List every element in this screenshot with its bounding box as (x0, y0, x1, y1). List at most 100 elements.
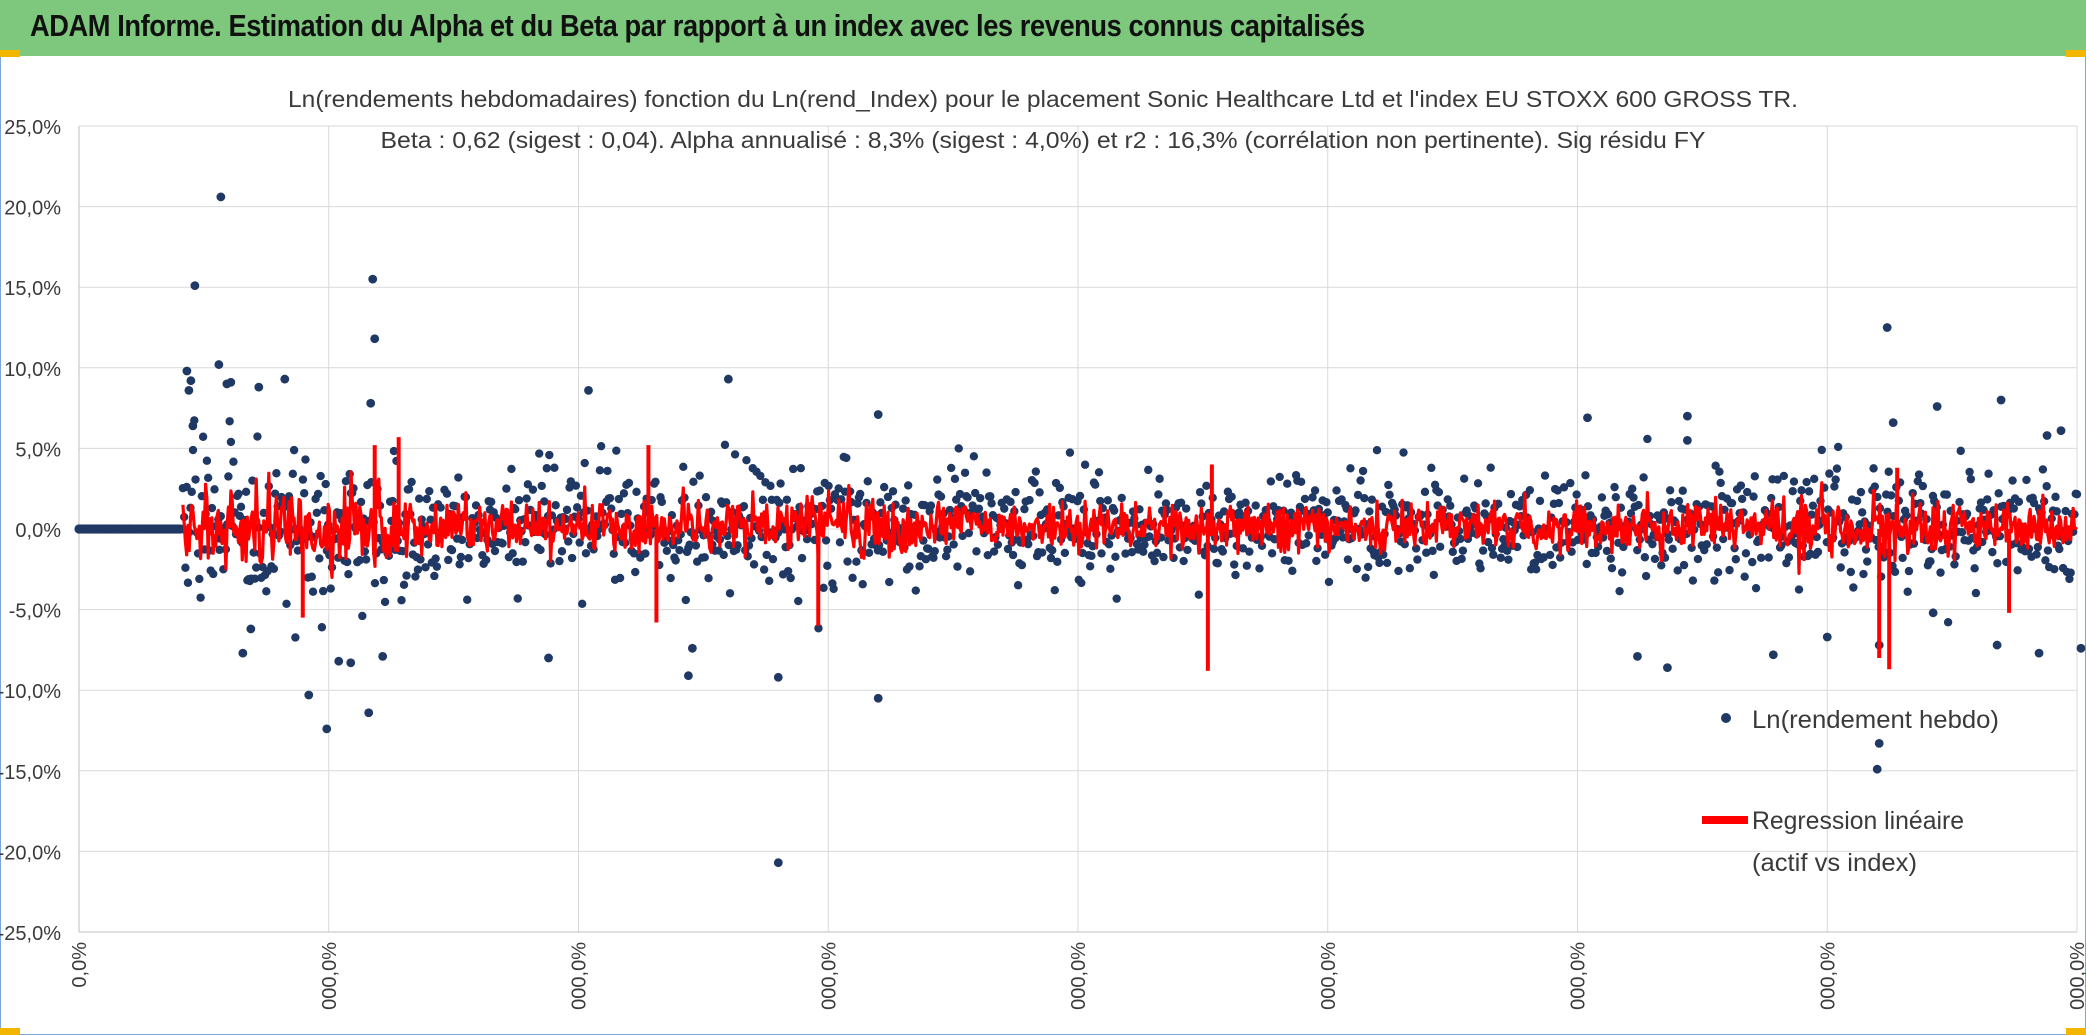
scatter-point (1323, 508, 1332, 517)
scatter-point (1000, 504, 1009, 513)
scatter-point (1663, 663, 1672, 673)
scatter-point (1219, 507, 1229, 516)
scatter-point (605, 493, 615, 503)
scatter-point (1112, 594, 1121, 603)
scatter-point (413, 565, 423, 574)
scatter-point (188, 421, 198, 431)
scatter-point (974, 504, 984, 513)
scatter-point (444, 555, 453, 565)
scatter-point (291, 633, 300, 642)
scatter-point (1065, 448, 1075, 457)
scatter-point (657, 497, 666, 507)
scatter-point (254, 382, 264, 392)
scatter-point (1499, 534, 1508, 544)
scatter-point (1048, 546, 1057, 555)
chart-subtitle: Beta : 0,62 (sigest : 0,04). Alpha annua… (381, 127, 1706, 153)
scatter-point (1943, 618, 1953, 627)
scatter-point (215, 545, 224, 555)
scatter-point (366, 398, 376, 408)
scatter-point (238, 648, 248, 658)
scatter-point (632, 487, 641, 497)
scatter-point (229, 457, 238, 466)
scatter-point (723, 374, 733, 384)
scatter-point (502, 484, 511, 493)
scatter-point (855, 489, 865, 499)
scatter-point (651, 477, 660, 486)
scatter-point (1553, 486, 1562, 495)
scatter-point (824, 481, 833, 491)
scatter-point (749, 560, 759, 569)
scatter-point (346, 658, 356, 668)
scatter-point (1103, 496, 1113, 505)
scatter-point (1693, 554, 1703, 564)
scatter-point (315, 554, 324, 563)
scatter-point (878, 547, 888, 556)
scatter-point (885, 577, 894, 587)
scatter-point (1611, 492, 1620, 502)
scatter-point (1788, 487, 1797, 496)
scatter-point (1446, 501, 1455, 510)
scatter-point (1231, 570, 1240, 580)
scatter-point (1181, 504, 1191, 513)
scatter-point (528, 485, 538, 494)
scatter-point (1748, 557, 1757, 567)
scatter-point (250, 574, 260, 583)
scatter-point (834, 484, 843, 493)
scatter-point (1831, 475, 1840, 484)
scatter-point (815, 486, 824, 495)
scatter-point (619, 489, 629, 498)
scatter-point (1615, 586, 1624, 596)
scatter-point (1602, 546, 1612, 556)
scatter-point (1400, 540, 1409, 549)
scatter-point (1716, 478, 1725, 488)
scatter-point (776, 479, 785, 488)
scatter-point (540, 497, 549, 506)
scatter-point (879, 482, 889, 492)
scatter-point (481, 555, 491, 565)
scatter-point (1743, 487, 1752, 497)
legend-line-label-2: (actif vs index) (1752, 849, 1917, 877)
scatter-point (416, 555, 425, 564)
scatter-point (2042, 431, 2052, 440)
y-tick-label: -25,0% (0, 923, 61, 945)
scatter-point (609, 549, 618, 559)
scatter-point (322, 724, 332, 734)
scatter-point (924, 544, 933, 554)
y-tick-label: -20,0% (0, 842, 61, 864)
scatter-point (1856, 487, 1866, 497)
scatter-point (1559, 483, 1569, 492)
scatter-point (835, 538, 845, 547)
scatter-point (246, 624, 256, 634)
scatter-point (1535, 496, 1545, 506)
scatter-point (759, 565, 769, 574)
scatter-point (1852, 496, 1862, 506)
scatter-point (378, 651, 388, 661)
scatter-point (1572, 490, 1581, 499)
scatter-point (1097, 549, 1106, 558)
scatter-point (1641, 571, 1651, 581)
scatter-point (1640, 553, 1650, 562)
scatter-point (1832, 464, 1842, 473)
scatter-point (766, 481, 775, 491)
scatter-point (181, 563, 190, 572)
scatter-point (2056, 426, 2066, 436)
scatter-point (2061, 506, 2070, 516)
scatter-point (930, 546, 939, 556)
scatter-point (1304, 531, 1313, 540)
scatter-point (1992, 640, 2002, 650)
scatter-point (1840, 548, 1849, 557)
scatter-point (1633, 651, 1642, 661)
scatter-point (1229, 560, 1239, 569)
scatter-point (262, 587, 271, 596)
scatter-point (1822, 632, 1832, 642)
scatter-point (404, 484, 414, 494)
scatter-point (631, 567, 640, 577)
scatter-point (843, 557, 852, 566)
scatter-point (514, 496, 524, 505)
scatter-point (1384, 480, 1393, 490)
scatter-point (248, 476, 257, 485)
scatter-point (742, 456, 751, 465)
scatter-point (965, 567, 975, 576)
scatter-point (1887, 491, 1896, 500)
scatter-point (1942, 490, 1952, 499)
